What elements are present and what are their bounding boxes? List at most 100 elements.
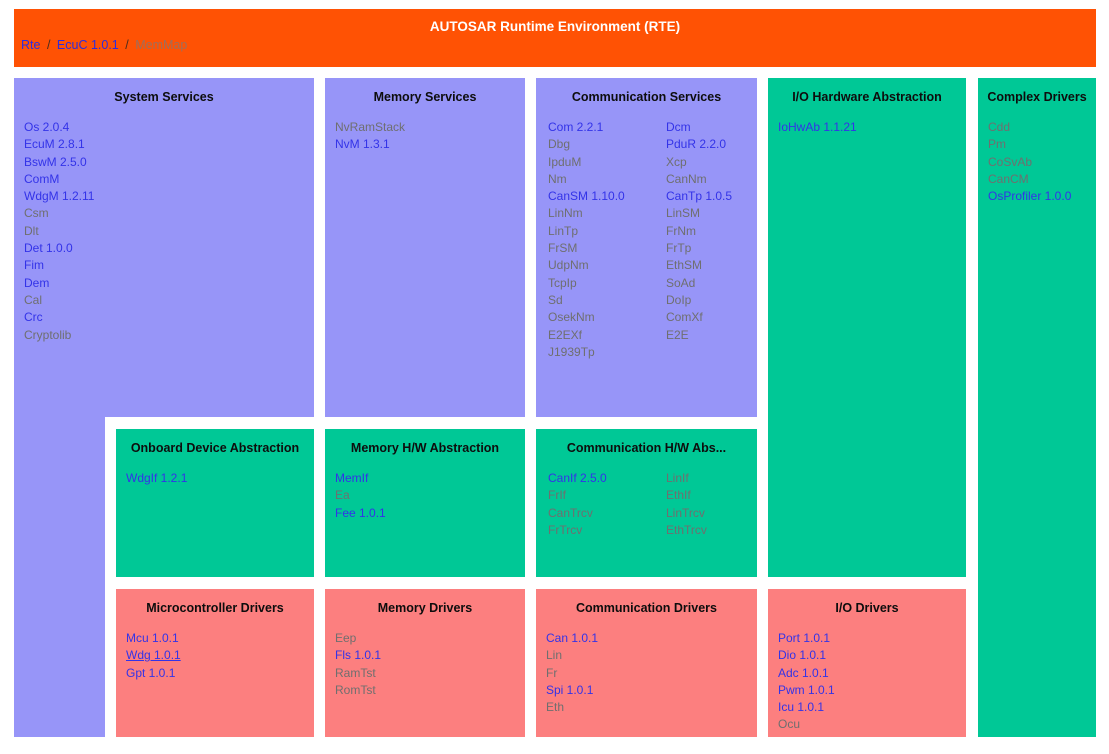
module-list: Os 2.0.4 EcuM 2.8.1 BswM 2.5.0 ComM WdgM 1.2… — [14, 119, 314, 344]
module-pm: Pm — [988, 137, 1006, 152]
module-lintrcv: LinTrcv — [666, 505, 705, 520]
module-wdgm-1-2-11[interactable]: WdgM 1.2.11 — [24, 189, 95, 204]
block-memory-drivers: Memory Drivers Eep Fls 1.0.1 RamTst RomTst — [325, 589, 525, 737]
module-cannm: CanNm — [666, 171, 707, 186]
block-title: System Services — [114, 90, 214, 104]
module-list: Mcu 1.0.1 Wdg 1.0.1 Gpt 1.0.1 — [116, 630, 314, 682]
module-cryptolib: Cryptolib — [24, 327, 72, 342]
module-cansm-1-10-0[interactable]: CanSM 1.10.0 — [548, 189, 625, 204]
module-lin: Lin — [546, 648, 563, 663]
module-e2e: E2E — [666, 327, 689, 342]
module-crc[interactable]: Crc — [24, 310, 43, 325]
breadcrumb-link-rte[interactable]: Rte — [21, 38, 41, 52]
module-wdgif-1-2-1[interactable]: WdgIf 1.2.1 — [126, 471, 188, 485]
breadcrumb-separator: / — [125, 38, 129, 52]
block-title: I/O Drivers — [835, 601, 899, 615]
module-ethif: EthIf — [666, 488, 691, 503]
module-can-1-0-1[interactable]: Can 1.0.1 — [546, 631, 599, 645]
module-fim[interactable]: Fim — [24, 258, 44, 273]
module-gpt-1-0-1[interactable]: Gpt 1.0.1 — [126, 665, 176, 680]
block-title: Memory H/W Abstraction — [350, 441, 500, 455]
module-pdur-2-2-0[interactable]: PduR 2.2.0 — [666, 137, 727, 152]
module-canif-2-5-0[interactable]: CanIf 2.5.0 — [548, 471, 607, 485]
module-bswm-2-5-0[interactable]: BswM 2.5.0 — [24, 154, 87, 169]
block-communication-hw-abstraction: Communication H/W Abs... CanIf 2.5.0 FrIf… — [536, 429, 757, 577]
module-pwm-1-0-1[interactable]: Pwm 1.0.1 — [778, 682, 835, 697]
block-io-hardware-abstraction: I/O Hardware Abstraction IoHwAb 1.1.21 — [768, 78, 966, 577]
module-cal: Cal — [24, 292, 43, 307]
module-comm[interactable]: ComM — [24, 171, 60, 186]
module-mcu-1-0-1[interactable]: Mcu 1.0.1 — [126, 631, 179, 645]
module-memif[interactable]: MemIf — [335, 471, 369, 485]
module-ethsm: EthSM — [666, 258, 703, 273]
block-title: Communication Drivers — [575, 601, 717, 615]
module-osprofiler-1-0-0[interactable]: OsProfiler 1.0.0 — [988, 189, 1072, 204]
module-list: Cdd Pm CoSvAb CanCM OsProfiler 1.0.0 — [978, 119, 1096, 205]
module-port-1-0-1[interactable]: Port 1.0.1 — [778, 631, 831, 645]
block-title: Communication H/W Abs... — [566, 441, 727, 455]
module-ipdum: IpduM — [548, 154, 582, 169]
module-lintp: LinTp — [548, 223, 579, 238]
module-ramtst: RamTst — [335, 665, 376, 680]
module-columns: CanIf 2.5.0 FrIf CanTrcv FrTrcv LinIf EthIf L… — [536, 470, 757, 539]
module-list: NvRamStack NvM 1.3.1 — [325, 119, 525, 154]
module-ethtrcv: EthTrcv — [666, 522, 707, 537]
breadcrumb-separator: / — [46, 38, 51, 52]
module-nvm-1-3-1[interactable]: NvM 1.3.1 — [335, 137, 390, 152]
module-dbg: Dbg — [548, 137, 571, 152]
module-os-2-0-4[interactable]: Os 2.0.4 — [24, 120, 70, 134]
module-linif: LinIf — [666, 471, 689, 485]
block-title: Microcontroller Drivers — [146, 601, 284, 615]
module-comxf: ComXf — [666, 310, 703, 325]
module-dem[interactable]: Dem — [24, 275, 50, 290]
module-cancm: CanCM — [988, 171, 1029, 186]
block-title: Memory Drivers — [377, 601, 473, 615]
module-sd: Sd — [548, 292, 563, 307]
module-com-2-2-1[interactable]: Com 2.2.1 — [548, 120, 604, 134]
module-doip: DoIp — [666, 292, 692, 307]
module-dio-1-0-1[interactable]: Dio 1.0.1 — [778, 648, 827, 663]
breadcrumb-item-memmap: MemMap — [135, 38, 188, 52]
module-cantrcv: CanTrcv — [548, 505, 593, 520]
module-list: Com 2.2.1 Dbg IpduM Nm CanSM 1.10.0 LinNm LinT… — [548, 119, 666, 361]
module-frnm: FrNm — [666, 223, 696, 238]
module-list: Port 1.0.1 Dio 1.0.1 Adc 1.0.1 Pwm 1.0.1 Icu… — [768, 630, 966, 734]
block-title: Communication Services — [571, 90, 722, 104]
block-title: Memory Services — [373, 90, 477, 104]
breadcrumb-link-ecuc[interactable]: EcuC 1.0.1 — [56, 38, 119, 52]
module-cosvab: CoSvAb — [988, 154, 1033, 169]
module-frsm: FrSM — [548, 241, 578, 256]
module-eth: Eth — [546, 700, 565, 715]
module-list: WdgIf 1.2.1 — [116, 470, 314, 487]
module-xcp: Xcp — [666, 154, 687, 169]
module-list: MemIf Ea Fee 1.0.1 — [325, 470, 525, 522]
module-linsm: LinSM — [666, 206, 701, 221]
module-fls-1-0-1[interactable]: Fls 1.0.1 — [335, 648, 382, 663]
module-spi-1-0-1[interactable]: Spi 1.0.1 — [546, 682, 594, 697]
breadcrumb: Rte / EcuC 1.0.1 / MemMap — [21, 38, 1089, 53]
block-onboard-device-abstraction: Onboard Device Abstraction WdgIf 1.2.1 — [116, 429, 314, 577]
module-adc-1-0-1[interactable]: Adc 1.0.1 — [778, 665, 829, 680]
module-det-1-0-0[interactable]: Det 1.0.0 — [24, 241, 73, 256]
block-microcontroller-drivers: Microcontroller Drivers Mcu 1.0.1 Wdg 1.0… — [116, 589, 314, 737]
module-ea: Ea — [335, 488, 350, 503]
module-frtrcv: FrTrcv — [548, 522, 583, 537]
module-nm: Nm — [548, 171, 567, 186]
module-frif: FrIf — [548, 488, 566, 503]
module-icu-1-0-1[interactable]: Icu 1.0.1 — [778, 700, 825, 715]
module-wdg-1-0-1[interactable]: Wdg 1.0.1 — [126, 648, 181, 663]
module-list: CanIf 2.5.0 FrIf CanTrcv FrTrcv — [548, 470, 666, 539]
module-fee-1-0-1[interactable]: Fee 1.0.1 — [335, 505, 386, 520]
module-iohwab-1-1-21[interactable]: IoHwAb 1.1.21 — [778, 120, 857, 134]
module-ecum-2-8-1[interactable]: EcuM 2.8.1 — [24, 137, 85, 152]
module-columns: Com 2.2.1 Dbg IpduM Nm CanSM 1.10.0 LinNm LinT… — [536, 119, 757, 361]
block-title: Complex Drivers — [987, 90, 1087, 104]
module-soad: SoAd — [666, 275, 696, 290]
module-frtp: FrTp — [666, 241, 692, 256]
module-dcm[interactable]: Dcm — [666, 120, 691, 134]
module-cdd: Cdd — [988, 120, 1011, 134]
rte-banner: AUTOSAR Runtime Environment (RTE) Rte / … — [14, 9, 1096, 67]
module-cantp-1-0-5[interactable]: CanTp 1.0.5 — [666, 189, 733, 204]
module-tcpip: TcpIp — [548, 275, 577, 290]
